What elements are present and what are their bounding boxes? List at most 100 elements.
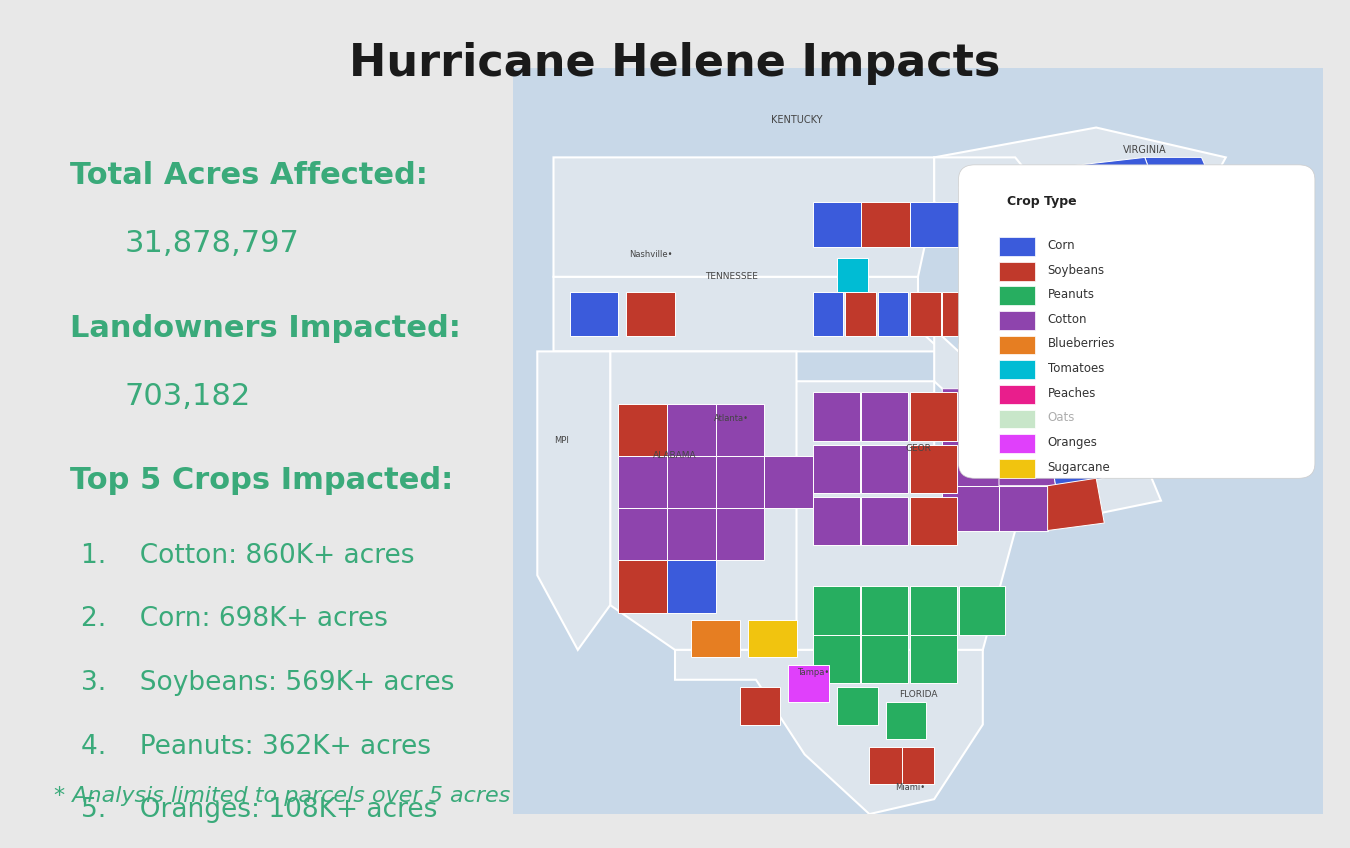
Bar (910, 393, 957, 441)
Text: N CAR: N CAR (1058, 384, 1085, 393)
Bar (716, 456, 764, 508)
Polygon shape (999, 329, 1064, 388)
Polygon shape (740, 382, 1015, 650)
Bar (618, 404, 667, 456)
Polygon shape (999, 441, 1056, 486)
Polygon shape (1048, 478, 1104, 531)
Text: Top 5 Crops Impacted:: Top 5 Crops Impacted: (70, 466, 454, 495)
FancyBboxPatch shape (497, 60, 1331, 829)
Bar (716, 508, 764, 561)
Text: GEOR: GEOR (904, 444, 931, 453)
Bar (910, 497, 957, 545)
Polygon shape (983, 247, 1007, 292)
Bar (910, 444, 957, 494)
Polygon shape (1031, 247, 1056, 292)
Text: Hurricane Helene Impacts: Hurricane Helene Impacts (350, 42, 1000, 86)
Bar (716, 404, 764, 456)
Bar (813, 587, 860, 635)
Bar (813, 393, 860, 441)
Text: Tomatoes: Tomatoes (1048, 362, 1104, 375)
Text: 3.    Soybeans: 569K+ acres: 3. Soybeans: 569K+ acres (81, 670, 455, 696)
Text: TENNESSEE: TENNESSEE (705, 272, 759, 282)
Bar (999, 410, 1035, 428)
Bar (861, 635, 909, 683)
Bar (910, 587, 957, 635)
Text: Oats: Oats (1048, 411, 1075, 424)
Polygon shape (942, 441, 999, 486)
Polygon shape (942, 486, 999, 531)
Polygon shape (1056, 382, 1112, 441)
Bar (999, 336, 1035, 354)
Polygon shape (934, 158, 1040, 232)
Text: 2.    Corn: 698K+ acres: 2. Corn: 698K+ acres (81, 606, 387, 633)
Text: Raleigh•: Raleigh• (1161, 302, 1197, 311)
FancyBboxPatch shape (497, 60, 1331, 829)
Bar (748, 620, 796, 657)
Bar (902, 747, 934, 784)
Bar (999, 287, 1035, 305)
Bar (861, 202, 910, 247)
Bar (878, 292, 909, 337)
Polygon shape (934, 404, 1161, 531)
Bar (837, 687, 878, 724)
Polygon shape (1048, 433, 1104, 486)
Text: * Analysis limited to parcels over 5 acres: * Analysis limited to parcels over 5 acr… (54, 785, 510, 806)
Polygon shape (1048, 329, 1120, 382)
Bar (764, 456, 813, 508)
Polygon shape (1104, 329, 1177, 382)
Bar (788, 665, 829, 702)
Text: 1.    Cotton: 860K+ acres: 1. Cotton: 860K+ acres (81, 543, 414, 569)
Bar (845, 292, 876, 337)
Polygon shape (554, 158, 934, 276)
Bar (813, 497, 860, 545)
Text: Peanuts: Peanuts (1048, 288, 1095, 301)
Polygon shape (999, 486, 1048, 531)
Bar (667, 561, 716, 612)
Bar (570, 292, 618, 337)
Text: Norfolk•: Norfolk• (1218, 182, 1253, 192)
Text: 4.    Peanuts: 362K+ acres: 4. Peanuts: 362K+ acres (81, 734, 431, 760)
Polygon shape (999, 388, 1064, 441)
Text: Tampa•: Tampa• (796, 667, 829, 677)
Text: Soybeans: Soybeans (1048, 264, 1104, 276)
Text: Blueberries: Blueberries (1048, 338, 1115, 350)
Bar (813, 444, 860, 494)
Bar (813, 202, 861, 247)
Text: Corn: Corn (1048, 239, 1075, 252)
Bar (999, 311, 1035, 330)
Polygon shape (958, 247, 983, 292)
Polygon shape (537, 351, 610, 650)
Bar (837, 258, 868, 292)
Bar (958, 191, 995, 232)
Text: Miami•: Miami• (895, 784, 925, 793)
Bar (999, 385, 1035, 404)
Bar (910, 292, 941, 337)
Bar (999, 459, 1035, 477)
Polygon shape (610, 351, 796, 650)
Text: Peaches: Peaches (1048, 387, 1096, 399)
Bar (618, 561, 667, 612)
Bar (999, 191, 1035, 232)
Bar (861, 587, 909, 635)
Text: KENTUCKY: KENTUCKY (771, 115, 822, 125)
Text: Total Acres Affected:: Total Acres Affected: (70, 161, 428, 190)
Text: Nashville•: Nashville• (629, 250, 672, 259)
Bar (667, 508, 716, 561)
Bar (999, 262, 1035, 281)
Polygon shape (675, 650, 983, 814)
Text: 703,182: 703,182 (124, 382, 251, 410)
Polygon shape (1007, 247, 1031, 292)
Polygon shape (942, 388, 1015, 441)
Bar (618, 508, 667, 561)
Polygon shape (1015, 165, 1096, 225)
Bar (942, 292, 973, 337)
Polygon shape (554, 276, 958, 351)
Polygon shape (958, 344, 1015, 396)
Bar (869, 747, 902, 784)
Polygon shape (1096, 270, 1177, 329)
Polygon shape (1040, 270, 1120, 329)
FancyBboxPatch shape (958, 165, 1315, 478)
Polygon shape (958, 172, 1031, 239)
Bar (958, 587, 1006, 635)
Bar (691, 620, 740, 657)
